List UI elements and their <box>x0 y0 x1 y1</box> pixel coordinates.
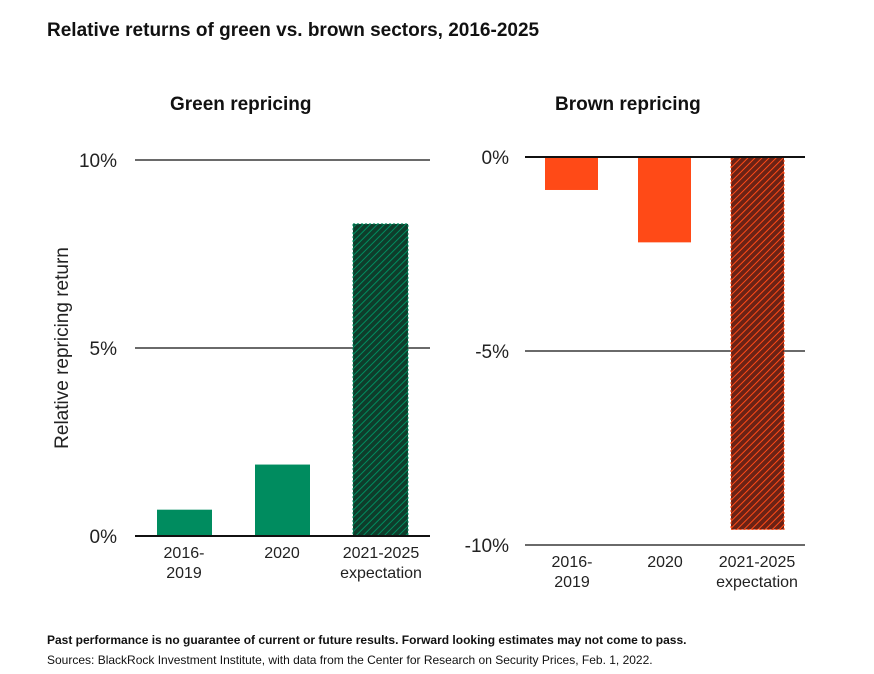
x-tick-label: 2019 <box>166 565 202 582</box>
x-tick-label: 2016- <box>552 554 593 571</box>
bar <box>352 223 409 537</box>
bar <box>730 156 785 530</box>
y-tick-label: -10% <box>465 536 509 557</box>
brown-panel-title: Brown repricing <box>555 94 701 115</box>
chart-title: Relative returns of green vs. brown sect… <box>47 20 540 41</box>
y-tick-label: 5% <box>90 339 118 360</box>
x-tick-label: 2021-2025 <box>343 545 420 562</box>
y-axis-label: Relative repricing return <box>52 247 73 449</box>
x-tick-label: 2021-2025 <box>719 554 796 571</box>
y-tick-label: 0% <box>482 148 510 169</box>
x-tick-label: 2016- <box>164 545 205 562</box>
x-tick-label: expectation <box>716 574 798 591</box>
x-tick-label: 2020 <box>647 554 683 571</box>
x-tick-label: 2020 <box>264 545 300 562</box>
green-panel-title: Green repricing <box>170 94 312 115</box>
x-tick-label: expectation <box>340 565 422 582</box>
brown-repricing-chart: 0% -5% -10% 2016- 2019 2020 2021-2025 expectati… <box>465 148 805 591</box>
sources-footnote: Sources: BlackRock Investment Institute,… <box>47 653 653 667</box>
green-repricing-chart: 0% 5% 10% 2016- 2019 2020 2021-2025 expectation… <box>52 151 430 582</box>
y-tick-label: -5% <box>475 342 509 363</box>
disclaimer-footnote: Past performance is no guarantee of curr… <box>47 633 687 647</box>
bar <box>638 157 691 243</box>
bar <box>255 464 310 536</box>
y-tick-label: 0% <box>90 527 118 548</box>
bar <box>157 509 212 536</box>
y-tick-label: 10% <box>79 151 117 172</box>
bar <box>545 157 598 190</box>
x-tick-label: 2019 <box>554 574 590 591</box>
